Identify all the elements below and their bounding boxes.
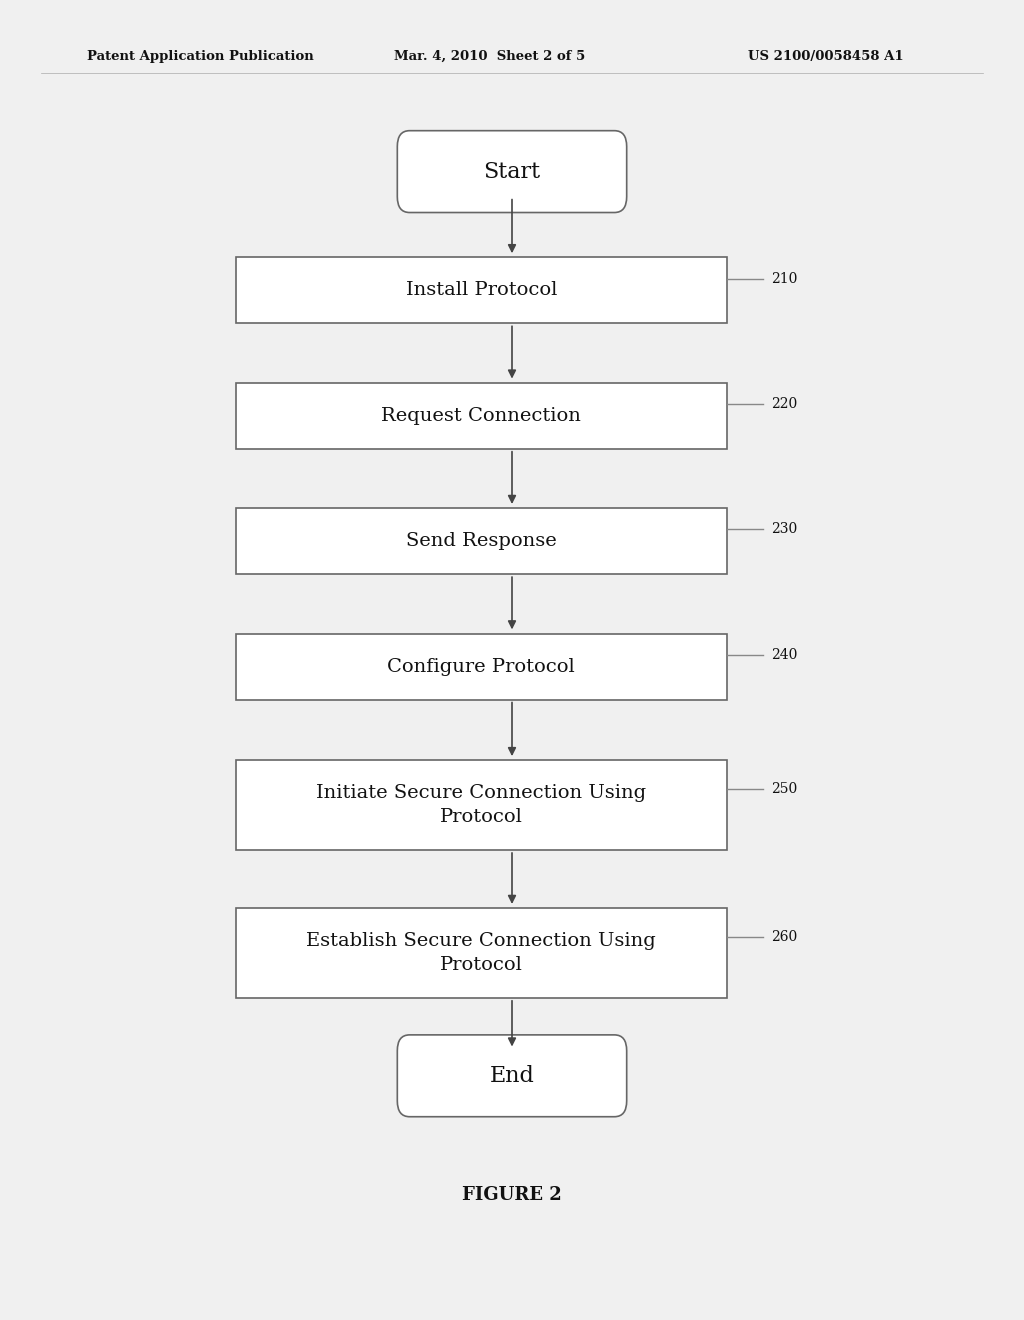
Text: Configure Protocol: Configure Protocol (387, 657, 575, 676)
Bar (236, 760, 727, 850)
Bar (236, 508, 727, 574)
Text: End: End (489, 1065, 535, 1086)
Text: FIGURE 2: FIGURE 2 (462, 1185, 562, 1204)
FancyBboxPatch shape (397, 1035, 627, 1117)
Text: Start: Start (483, 161, 541, 182)
Text: Install Protocol: Install Protocol (406, 281, 557, 300)
Text: Patent Application Publication: Patent Application Publication (87, 50, 313, 63)
Text: 260: 260 (771, 929, 798, 944)
Bar (236, 908, 727, 998)
Text: Send Response: Send Response (406, 532, 557, 550)
Text: US 2100/0058458 A1: US 2100/0058458 A1 (748, 50, 903, 63)
Text: Establish Secure Connection Using
Protocol: Establish Secure Connection Using Protoc… (306, 932, 656, 974)
Text: 250: 250 (771, 781, 798, 796)
Text: Mar. 4, 2010  Sheet 2 of 5: Mar. 4, 2010 Sheet 2 of 5 (394, 50, 586, 63)
Text: 210: 210 (771, 272, 798, 285)
Bar (236, 383, 727, 449)
Text: Request Connection: Request Connection (381, 407, 582, 425)
Bar (236, 257, 727, 323)
FancyBboxPatch shape (397, 131, 627, 213)
Text: 230: 230 (771, 523, 798, 536)
Text: Initiate Secure Connection Using
Protocol: Initiate Secure Connection Using Protoco… (316, 784, 646, 826)
Text: 220: 220 (771, 397, 798, 411)
Text: 240: 240 (771, 648, 798, 661)
Bar (236, 634, 727, 700)
